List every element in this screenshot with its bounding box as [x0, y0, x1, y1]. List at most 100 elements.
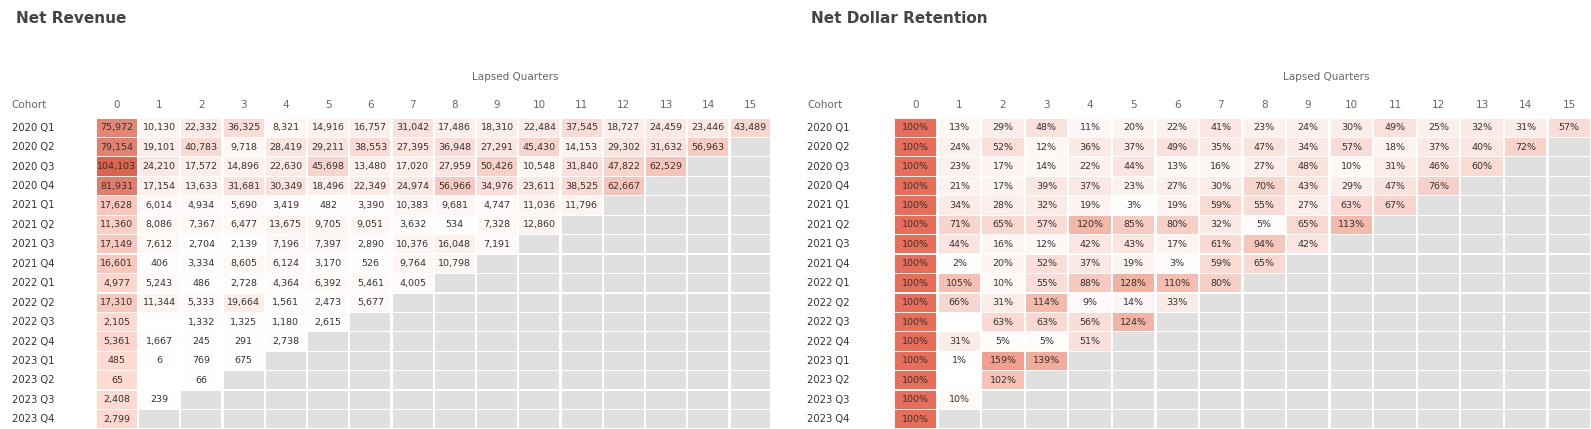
FancyBboxPatch shape — [1287, 332, 1328, 350]
FancyBboxPatch shape — [1330, 157, 1371, 175]
FancyBboxPatch shape — [97, 391, 137, 409]
FancyBboxPatch shape — [477, 157, 517, 175]
Text: 31%: 31% — [948, 337, 971, 346]
Text: 3%: 3% — [1169, 259, 1185, 268]
Text: 65: 65 — [111, 376, 123, 385]
Text: 43%: 43% — [1297, 181, 1319, 190]
FancyBboxPatch shape — [982, 274, 1023, 292]
FancyBboxPatch shape — [1026, 196, 1068, 214]
FancyBboxPatch shape — [309, 313, 348, 331]
Text: 2023 Q3: 2023 Q3 — [11, 395, 54, 405]
FancyBboxPatch shape — [1505, 235, 1546, 254]
Text: 1,180: 1,180 — [272, 317, 299, 326]
Text: 28%: 28% — [993, 201, 1013, 210]
Text: 6,014: 6,014 — [146, 201, 173, 210]
Text: 49%: 49% — [1166, 142, 1187, 151]
FancyBboxPatch shape — [1505, 138, 1546, 156]
FancyBboxPatch shape — [1462, 391, 1502, 409]
FancyBboxPatch shape — [1244, 293, 1286, 312]
Text: 18,310: 18,310 — [480, 123, 514, 132]
FancyBboxPatch shape — [896, 216, 937, 234]
Text: 245: 245 — [193, 337, 210, 346]
FancyBboxPatch shape — [1287, 157, 1328, 175]
Text: 9,051: 9,051 — [356, 221, 383, 230]
FancyBboxPatch shape — [982, 235, 1023, 254]
FancyBboxPatch shape — [309, 177, 348, 195]
FancyBboxPatch shape — [730, 119, 770, 137]
FancyBboxPatch shape — [97, 255, 137, 273]
Text: 35%: 35% — [1211, 142, 1231, 151]
FancyBboxPatch shape — [730, 391, 770, 409]
FancyBboxPatch shape — [939, 313, 980, 331]
Text: 2021 Q3: 2021 Q3 — [807, 239, 850, 249]
FancyBboxPatch shape — [689, 235, 729, 254]
FancyBboxPatch shape — [1069, 332, 1111, 350]
FancyBboxPatch shape — [1462, 372, 1502, 390]
FancyBboxPatch shape — [939, 293, 980, 312]
Text: 100%: 100% — [902, 181, 929, 190]
Text: 34,976: 34,976 — [480, 181, 514, 190]
Text: 13,633: 13,633 — [185, 181, 218, 190]
Text: 4,005: 4,005 — [399, 279, 426, 288]
FancyBboxPatch shape — [1375, 410, 1416, 428]
Text: 27,959: 27,959 — [439, 162, 471, 171]
FancyBboxPatch shape — [689, 332, 729, 350]
Text: 85%: 85% — [1123, 221, 1144, 230]
FancyBboxPatch shape — [1244, 255, 1286, 273]
FancyBboxPatch shape — [562, 119, 601, 137]
FancyBboxPatch shape — [1069, 313, 1111, 331]
FancyBboxPatch shape — [519, 293, 560, 312]
Text: 24%: 24% — [948, 142, 971, 151]
FancyBboxPatch shape — [1114, 177, 1153, 195]
Text: 27,291: 27,291 — [480, 142, 514, 151]
FancyBboxPatch shape — [1157, 196, 1198, 214]
Text: 39%: 39% — [1036, 181, 1056, 190]
Text: 18%: 18% — [1384, 142, 1405, 151]
FancyBboxPatch shape — [393, 410, 433, 428]
FancyBboxPatch shape — [1462, 352, 1502, 370]
Text: 5: 5 — [325, 100, 331, 110]
Text: 5,361: 5,361 — [103, 337, 130, 346]
FancyBboxPatch shape — [1548, 391, 1589, 409]
FancyBboxPatch shape — [1114, 313, 1153, 331]
FancyBboxPatch shape — [350, 352, 390, 370]
FancyBboxPatch shape — [97, 196, 137, 214]
FancyBboxPatch shape — [224, 391, 264, 409]
Text: 32%: 32% — [1472, 123, 1492, 132]
Text: 67%: 67% — [1384, 201, 1405, 210]
FancyBboxPatch shape — [1069, 177, 1111, 195]
Text: 72%: 72% — [1515, 142, 1537, 151]
FancyBboxPatch shape — [646, 293, 686, 312]
FancyBboxPatch shape — [266, 313, 305, 331]
FancyBboxPatch shape — [477, 196, 517, 214]
FancyBboxPatch shape — [1375, 293, 1416, 312]
FancyBboxPatch shape — [181, 352, 221, 370]
FancyBboxPatch shape — [1026, 372, 1068, 390]
Text: 29,302: 29,302 — [608, 142, 640, 151]
Text: 63%: 63% — [1341, 201, 1362, 210]
FancyBboxPatch shape — [181, 157, 221, 175]
FancyBboxPatch shape — [1069, 391, 1111, 409]
Text: 66%: 66% — [948, 298, 971, 307]
FancyBboxPatch shape — [1157, 119, 1198, 137]
FancyBboxPatch shape — [939, 274, 980, 292]
Text: 2021 Q1: 2021 Q1 — [11, 200, 54, 211]
FancyBboxPatch shape — [1418, 177, 1459, 195]
FancyBboxPatch shape — [605, 274, 644, 292]
Text: 10%: 10% — [1341, 162, 1362, 171]
Text: 100%: 100% — [902, 317, 929, 326]
FancyBboxPatch shape — [982, 293, 1023, 312]
FancyBboxPatch shape — [1330, 293, 1371, 312]
FancyBboxPatch shape — [646, 157, 686, 175]
Text: Net Dollar Retention: Net Dollar Retention — [811, 11, 988, 26]
Text: 31%: 31% — [1515, 123, 1537, 132]
FancyBboxPatch shape — [1244, 216, 1286, 234]
Text: 22,349: 22,349 — [353, 181, 387, 190]
Text: 42%: 42% — [1297, 240, 1319, 249]
Text: 3: 3 — [1044, 100, 1050, 110]
FancyBboxPatch shape — [350, 274, 390, 292]
FancyBboxPatch shape — [982, 196, 1023, 214]
Text: 5%: 5% — [1039, 337, 1053, 346]
FancyBboxPatch shape — [1375, 313, 1416, 331]
FancyBboxPatch shape — [1330, 313, 1371, 331]
